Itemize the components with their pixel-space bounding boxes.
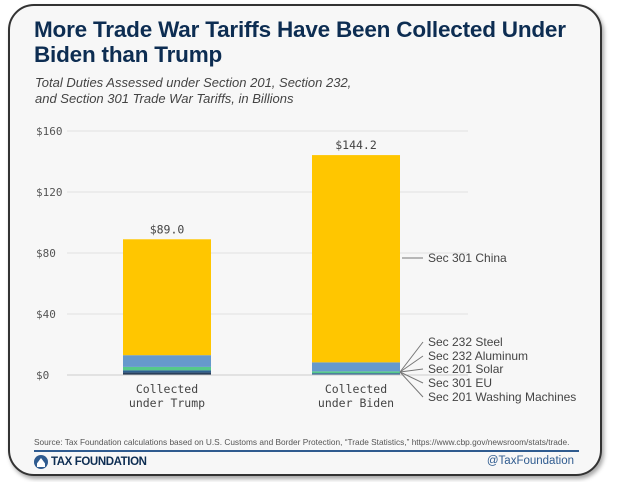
bar-segment-sec-301-china <box>312 155 400 363</box>
bar-segment-sec-201-solar <box>312 373 400 375</box>
series-label: Sec 232 Aluminum <box>428 349 528 363</box>
twitter-handle: @TaxFoundation <box>486 455 574 467</box>
chart-card <box>8 4 602 476</box>
bar-segment-sec-201-solar <box>123 370 211 373</box>
leader-line <box>399 355 424 373</box>
x-tick-label: Collected <box>136 382 198 396</box>
leader-line <box>399 371 424 398</box>
subtitle-line-2: and Section 301 Trade War Tariffs, in Bi… <box>35 90 294 106</box>
x-tick-label: Collected <box>325 382 387 396</box>
y-tick-label: $160 <box>36 125 63 138</box>
bar-segment-sec-301-eu <box>123 372 211 374</box>
x-tick-label: under Biden <box>318 396 394 410</box>
bar-segment-sec-232-aluminum <box>123 366 211 371</box>
series-label: Sec 201 Washing Machines <box>428 390 576 404</box>
series-label: Sec 301 EU <box>428 376 492 390</box>
capitol-logo-icon <box>34 455 48 469</box>
total-label: $144.2 <box>335 138 377 152</box>
logo-text: TAX FOUNDATION <box>51 456 147 468</box>
subtitle-line-1: Total Duties Assessed under Section 201,… <box>35 75 352 90</box>
series-label: Sec 201 Solar <box>428 362 503 376</box>
bar-segment-sec-301-china <box>123 239 211 356</box>
series-label: Sec 232 Steel <box>428 335 503 349</box>
y-tick-label: $0 <box>36 369 49 382</box>
bar-segment-sec-232-steel <box>312 362 400 372</box>
y-tick-label: $120 <box>36 186 63 199</box>
bar-segment-sec-232-aluminum <box>312 371 400 374</box>
source-note: Source: Tax Foundation calculations base… <box>34 437 570 447</box>
bar-segment-sec-201-washing-machines <box>123 373 211 375</box>
footer-divider <box>34 450 579 452</box>
total-label: $89.0 <box>150 222 185 236</box>
leader-line <box>399 368 424 373</box>
leader-line <box>399 341 424 373</box>
x-tick-label: under Trump <box>129 396 205 410</box>
series-label: Sec 301 China <box>428 251 507 265</box>
chart-subtitle: Total Duties Assessed under Section 201,… <box>35 75 535 106</box>
y-tick-label: $40 <box>36 308 56 321</box>
bar-segment-sec-232-steel <box>123 355 211 367</box>
tax-foundation-logo: TAX FOUNDATION <box>34 455 147 469</box>
chart-title: More Trade War Tariffs Have Been Collect… <box>34 17 566 67</box>
y-tick-label: $80 <box>36 247 56 260</box>
leader-line <box>399 371 424 384</box>
